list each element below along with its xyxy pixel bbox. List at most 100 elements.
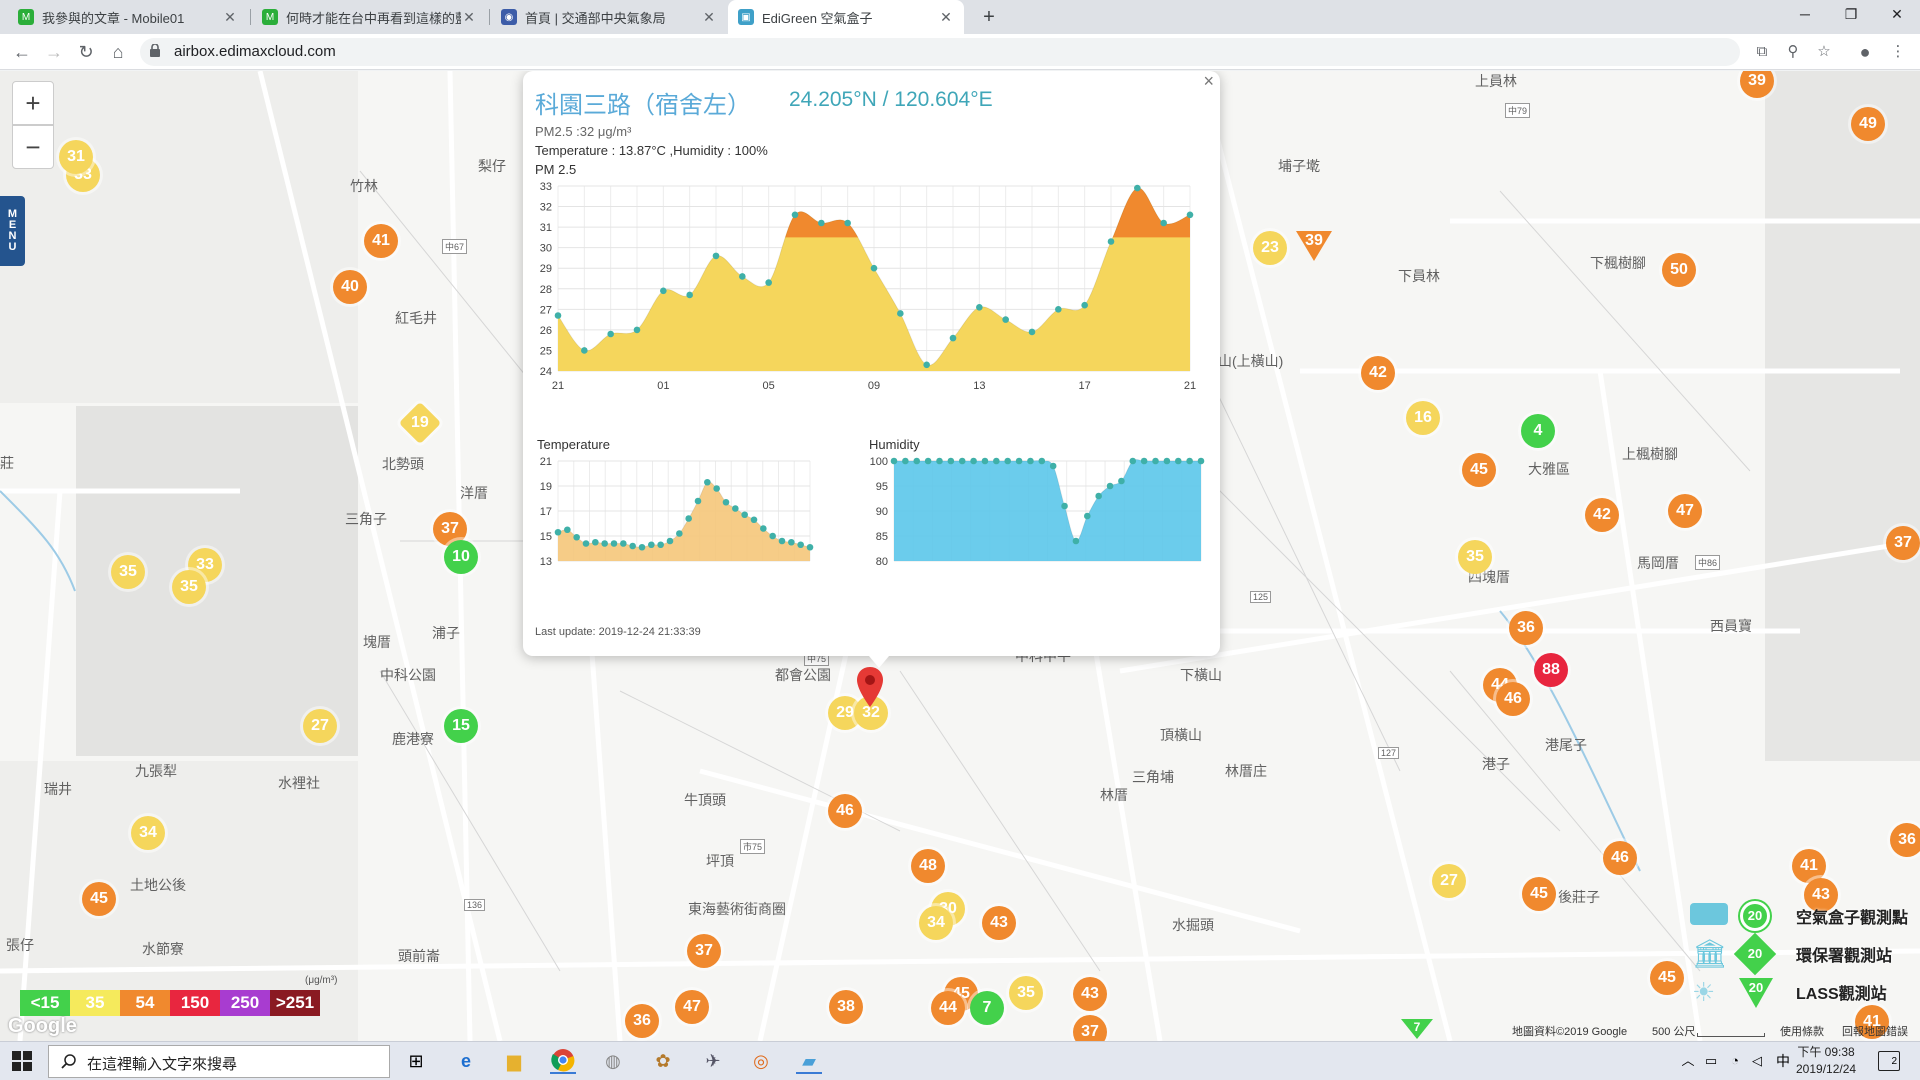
legend-lass[interactable]: ☀ 20 LASS觀測站 (1690, 975, 1887, 1009)
more-menu-icon[interactable]: ⋮ (1890, 43, 1906, 60)
task-view-icon[interactable]: ⊞ (408, 1051, 424, 1071)
zoom-in-button[interactable]: + (12, 81, 54, 125)
battery-icon[interactable]: ▭ (1704, 1053, 1718, 1068)
back-arrow-icon[interactable]: ← (13, 42, 31, 62)
airbox-marker[interactable]: 37 (1073, 1015, 1107, 1041)
airbox-marker[interactable]: 41 (1792, 849, 1826, 883)
airbox-marker[interactable]: 46 (1496, 682, 1530, 716)
airbox-marker[interactable]: 45 (1650, 961, 1684, 995)
new-tab-button[interactable]: + (983, 6, 995, 28)
terms-link[interactable]: 使用條款 (1780, 1026, 1824, 1038)
legend-epa[interactable]: 🏛 20 環保署觀測站 (1690, 932, 1892, 976)
tab-edigreen[interactable]: ▣ EdiGreen 空氣盒子 ✕ (728, 0, 964, 34)
show-hidden-icons-icon[interactable]: ︿ (1681, 1053, 1695, 1068)
airbox-marker[interactable]: 42 (1361, 356, 1395, 390)
reload-icon[interactable]: ↻ (78, 42, 94, 62)
airbox-marker[interactable]: 46 (828, 794, 862, 828)
tab-close-icon[interactable]: ✕ (940, 8, 952, 25)
tab-mobile01-blue-sky[interactable]: M 何時才能在台中再看到這樣的藍天… ✕ (252, 0, 487, 34)
airbox-marker[interactable]: 48 (911, 849, 945, 883)
selected-location-pin-icon[interactable] (857, 667, 883, 707)
app-icon[interactable]: ✿ (655, 1051, 671, 1071)
volume-icon[interactable]: ◁ (1752, 1053, 1762, 1068)
profile-avatar-icon[interactable]: ● (1859, 42, 1871, 62)
notification-center-icon[interactable]: 2 (1878, 1051, 1900, 1071)
menu-tab[interactable]: M E N U (0, 196, 25, 266)
airbox-marker[interactable]: 43 (1804, 878, 1838, 912)
airbox-marker[interactable]: 45 (82, 882, 116, 916)
data-point (686, 291, 693, 299)
airbox-marker[interactable]: 34 (919, 906, 953, 940)
minimize-button[interactable]: ─ (1800, 6, 1810, 22)
restore-button[interactable]: ❐ (1844, 6, 1858, 22)
windows-start-icon[interactable] (12, 1051, 32, 1071)
airbox-marker[interactable]: 36 (1890, 823, 1920, 857)
airbox-marker[interactable]: 36 (1509, 611, 1543, 645)
airbox-marker[interactable]: 23 (1253, 231, 1287, 265)
tab-close-icon[interactable]: ✕ (224, 8, 236, 25)
airbox-marker[interactable]: 47 (1668, 494, 1702, 528)
lass-marker[interactable]: 39 (1294, 229, 1334, 263)
airbox-marker[interactable]: 44 (931, 991, 965, 1025)
airbox-marker[interactable]: 41 (364, 224, 398, 258)
airbox-marker[interactable]: 47 (675, 990, 709, 1024)
forward-arrow-icon[interactable]: → (45, 42, 63, 62)
tab-cwb[interactable]: ◉ 首頁 | 交通部中央氣象局 ✕ (491, 0, 727, 34)
report-error-link[interactable]: 回報地圖錯誤 (1842, 1026, 1908, 1038)
home-icon[interactable]: ⌂ (112, 42, 124, 62)
airbox-marker[interactable]: 36 (625, 1004, 659, 1038)
chrome-icon[interactable] (550, 1048, 576, 1074)
legend-airbox[interactable]: 20 空氣盒子觀測點 (1690, 899, 1908, 933)
airbox-marker[interactable]: 10 (444, 540, 478, 574)
airbox-marker[interactable]: 49 (1851, 107, 1885, 141)
zoom-out-button[interactable]: − (12, 125, 54, 169)
popup-close-button[interactable]: × (1203, 71, 1214, 91)
app-icon[interactable]: ◎ (753, 1051, 769, 1071)
airbox-marker[interactable]: 46 (1603, 841, 1637, 875)
app-icon[interactable]: ✈ (705, 1051, 721, 1071)
airbox-marker[interactable]: 42 (1585, 498, 1619, 532)
airbox-marker[interactable]: 35 (1009, 976, 1043, 1010)
airbox-marker[interactable]: 41 (1855, 1005, 1889, 1039)
airbox-marker[interactable]: 43 (982, 906, 1016, 940)
airbox-marker[interactable]: 38 (829, 990, 863, 1024)
airbox-marker[interactable]: 43 (1073, 977, 1107, 1011)
airbox-marker[interactable]: 34 (131, 816, 165, 850)
taskbar-search[interactable]: 在這裡輸入文字來搜尋 (48, 1045, 390, 1078)
airbox-marker[interactable]: 39 (1740, 71, 1774, 98)
air-quality-map[interactable]: 竹林 紅毛井 北勢頭 三角子 浦子 塊厝 鹿港寮 九張犁 水裡社 土地公後 張仔… (0, 71, 1920, 1041)
bookmark-star-icon[interactable]: ☆ (1817, 43, 1831, 60)
app-icon[interactable]: ▰ (796, 1048, 822, 1074)
airbox-marker[interactable]: 16 (1406, 401, 1440, 435)
edge-browser-icon[interactable]: e (460, 1051, 471, 1071)
airbox-marker[interactable]: 40 (333, 270, 367, 304)
ime-indicator[interactable]: 中 (1776, 1053, 1790, 1069)
wifi-icon[interactable]: ◔ (1731, 1053, 1739, 1068)
tab-mobile01[interactable]: M 我參與的文章 - Mobile01 ✕ (8, 0, 248, 34)
airbox-marker[interactable]: 35 (1458, 540, 1492, 574)
airbox-marker[interactable]: 7 (970, 991, 1004, 1025)
airbox-marker[interactable]: 45 (1462, 453, 1496, 487)
airbox-marker[interactable]: 37 (1886, 526, 1920, 560)
tab-close-icon[interactable]: ✕ (463, 8, 475, 25)
airbox-marker[interactable]: 4 (1521, 414, 1555, 448)
translate-icon[interactable]: ⧉ (1756, 43, 1768, 60)
address-bar[interactable]: airbox.edimaxcloud.com (140, 38, 1740, 66)
zoom-icon[interactable]: ⚲ (1787, 43, 1799, 60)
lass-marker[interactable]: 7 (1400, 1018, 1434, 1040)
file-explorer-icon[interactable]: ▆ (507, 1051, 521, 1071)
airbox-marker[interactable]: 50 (1662, 253, 1696, 287)
airbox-marker[interactable]: 35 (111, 555, 145, 589)
airbox-marker[interactable]: 31 (59, 140, 93, 174)
close-window-button[interactable]: ✕ (1891, 6, 1903, 22)
airbox-marker[interactable]: 15 (444, 709, 478, 743)
tab-close-icon[interactable]: ✕ (703, 8, 715, 25)
airbox-marker[interactable]: 27 (1432, 864, 1466, 898)
app-icon[interactable]: ◍ (605, 1051, 621, 1071)
airbox-marker[interactable]: 35 (172, 570, 206, 604)
system-clock[interactable]: 下午 09:38 2019/12/24 (1796, 1044, 1856, 1078)
airbox-marker[interactable]: 45 (1522, 877, 1556, 911)
airbox-marker[interactable]: 37 (687, 934, 721, 968)
airbox-marker[interactable]: 88 (1534, 653, 1568, 687)
airbox-marker[interactable]: 27 (303, 709, 337, 743)
